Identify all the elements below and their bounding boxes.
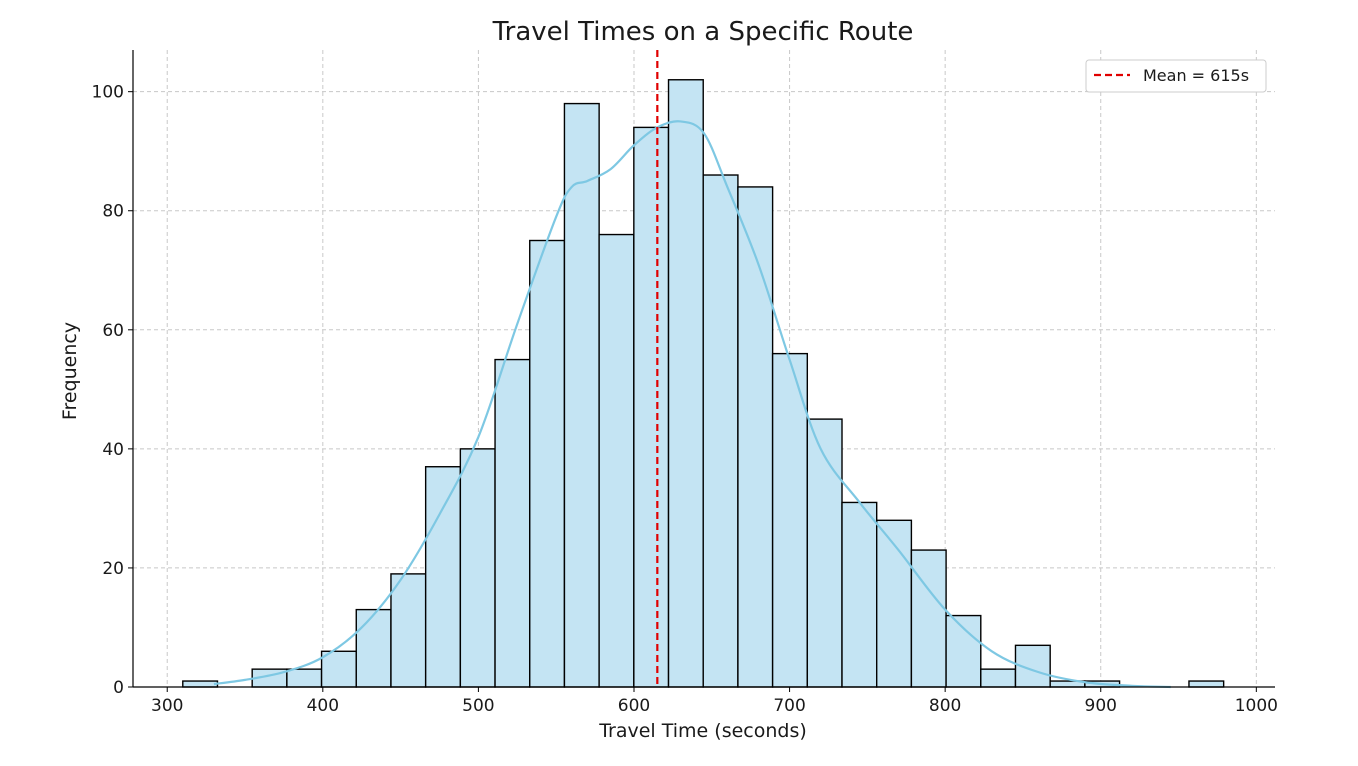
x-tick-label: 700 bbox=[773, 696, 805, 716]
histogram-bar bbox=[702, 174, 739, 688]
x-axis-ticks: 300 400 500 600 700 800 900 1000 bbox=[151, 687, 1278, 716]
histogram-bar bbox=[806, 418, 843, 688]
legend: Mean = 615s bbox=[1085, 59, 1267, 93]
histogram-bar bbox=[286, 668, 323, 688]
histogram-bar bbox=[494, 358, 531, 688]
x-tick-label: 400 bbox=[307, 696, 339, 716]
histogram-bar bbox=[910, 549, 947, 688]
x-tick-label: 1000 bbox=[1235, 696, 1278, 716]
histogram-bar bbox=[320, 650, 357, 688]
histogram-bars bbox=[182, 79, 1225, 688]
y-tick-label: 0 bbox=[113, 678, 124, 698]
x-axis-label: Travel Time (seconds) bbox=[598, 720, 807, 742]
histogram-bar bbox=[182, 680, 219, 688]
y-tick-label: 100 bbox=[92, 83, 124, 103]
histogram-bar bbox=[667, 79, 704, 688]
y-axis-label: Frequency bbox=[59, 322, 81, 420]
histogram-bar bbox=[1188, 680, 1225, 688]
histogram-bar bbox=[771, 352, 809, 688]
y-tick-label: 80 bbox=[102, 202, 124, 222]
x-tick-label: 800 bbox=[929, 696, 961, 716]
x-tick-label: 500 bbox=[462, 696, 494, 716]
histogram-bar bbox=[390, 573, 427, 688]
legend-mean-label: Mean = 615s bbox=[1143, 66, 1249, 85]
histogram-bar bbox=[459, 448, 496, 688]
chart-title: Travel Times on a Specific Route bbox=[492, 17, 914, 47]
y-axis-ticks: 0 20 40 60 80 100 bbox=[92, 83, 133, 698]
x-tick-label: 900 bbox=[1085, 696, 1117, 716]
legend-box bbox=[1085, 59, 1267, 93]
histogram-bar bbox=[980, 668, 1017, 688]
axes bbox=[132, 50, 1275, 688]
x-tick-label: 300 bbox=[151, 696, 183, 716]
histogram-bar bbox=[598, 233, 635, 688]
histogram-bar bbox=[424, 466, 462, 688]
y-tick-label: 20 bbox=[102, 559, 124, 579]
histogram-bar bbox=[633, 126, 670, 688]
y-tick-label: 40 bbox=[102, 440, 124, 460]
y-tick-label: 60 bbox=[102, 321, 124, 341]
histogram-bar bbox=[529, 239, 566, 688]
histogram-bar bbox=[841, 501, 878, 688]
x-tick-label: 600 bbox=[618, 696, 650, 716]
histogram-bar bbox=[355, 608, 392, 688]
histogram-bar bbox=[945, 614, 982, 688]
histogram-bar bbox=[737, 186, 774, 688]
